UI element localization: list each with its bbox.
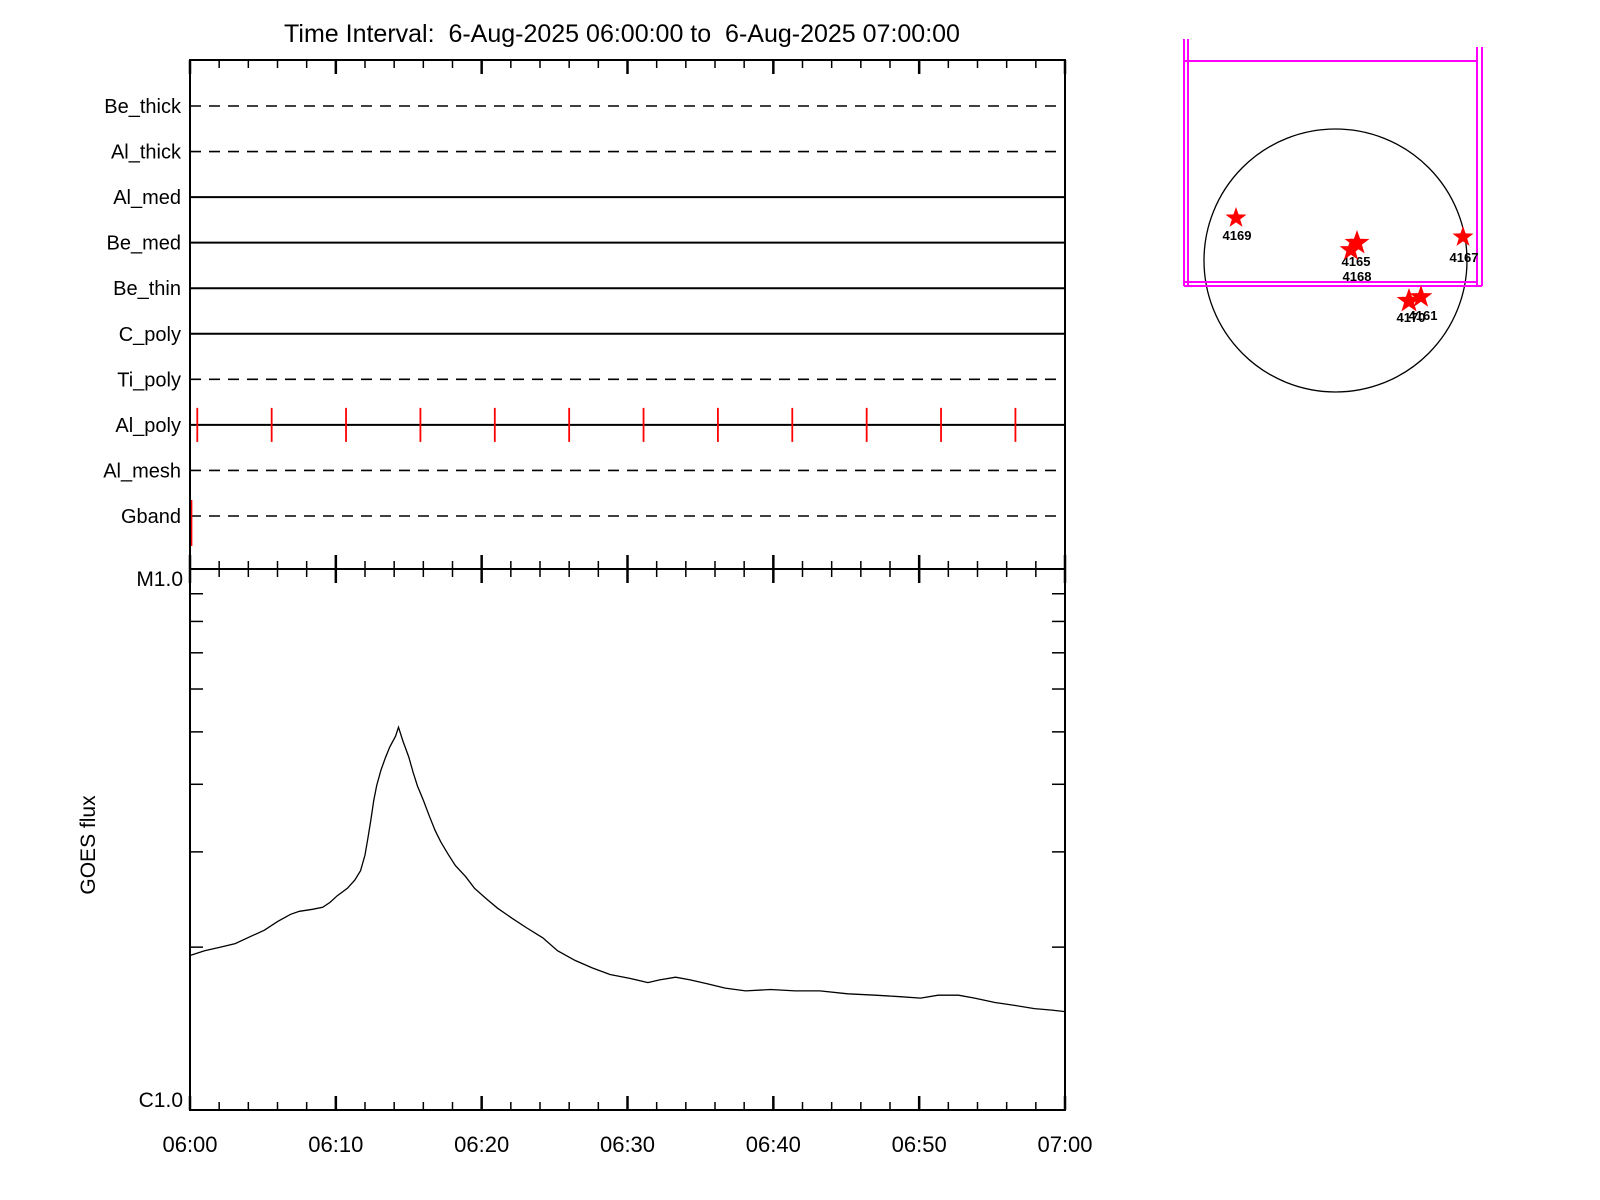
active-region-label-4168: 4168 (1343, 269, 1372, 284)
active-region-star-4168 (1339, 238, 1363, 260)
filter-label-Gband: Gband (121, 506, 181, 528)
goes-flux-curve (189, 725, 1066, 1013)
plot-title: Time Interval: 6-Aug-2025 06:00:00 to 6-… (284, 20, 960, 48)
active-region-star-4161 (1409, 285, 1433, 307)
x-axis-label-07:00: 07:00 (1037, 1132, 1092, 1157)
filter-label-C_poly: C_poly (119, 324, 181, 346)
x-axis-label-06:20: 06:20 (454, 1132, 509, 1157)
y-axis-top-label: M1.0 (136, 568, 183, 591)
active-region-star-4170 (1396, 288, 1422, 312)
active-region-label-4167: 4167 (1450, 250, 1479, 265)
active-region-star-4167 (1452, 226, 1474, 246)
active-region-label-4170: 4170 (1397, 310, 1426, 325)
filter-label-Be_thick: Be_thick (104, 96, 182, 118)
filter-label-Al_thick: Al_thick (111, 142, 182, 164)
filter-label-Ti_poly: Ti_poly (117, 369, 181, 391)
active-region-star-4165 (1344, 230, 1370, 254)
plot-outer-frame (189, 59, 1066, 1111)
filter-label-Be_med: Be_med (107, 233, 182, 255)
x-axis-label-06:10: 06:10 (308, 1132, 363, 1157)
x-axis-label-06:50: 06:50 (892, 1132, 947, 1157)
x-axis-label-06:40: 06:40 (746, 1132, 801, 1157)
x-axis-label-06:00: 06:00 (162, 1132, 217, 1157)
x-axis-label-06:30: 06:30 (600, 1132, 655, 1157)
active-region-label-4165: 4165 (1342, 254, 1371, 269)
generated-plot-elements: Be_thick Al_thick Al_med Be_med Be_thin C_pol… (103, 39, 1483, 1157)
filter-label-Al_mesh: Al_mesh (103, 460, 181, 482)
filter-label-Al_poly: Al_poly (115, 415, 181, 437)
solar-disk-limb (1203, 128, 1468, 393)
active-region-label-4169: 4169 (1223, 228, 1252, 243)
filter-label-Al_med: Al_med (113, 187, 181, 209)
y-axis-bottom-label: C1.0 (139, 1089, 183, 1112)
active-region-label-4161: 4161 (1409, 308, 1438, 323)
y-axis-title: GOES flux (77, 795, 100, 895)
filter-label-Be_thin: Be_thin (113, 278, 181, 300)
active-region-star-4169 (1225, 207, 1247, 227)
